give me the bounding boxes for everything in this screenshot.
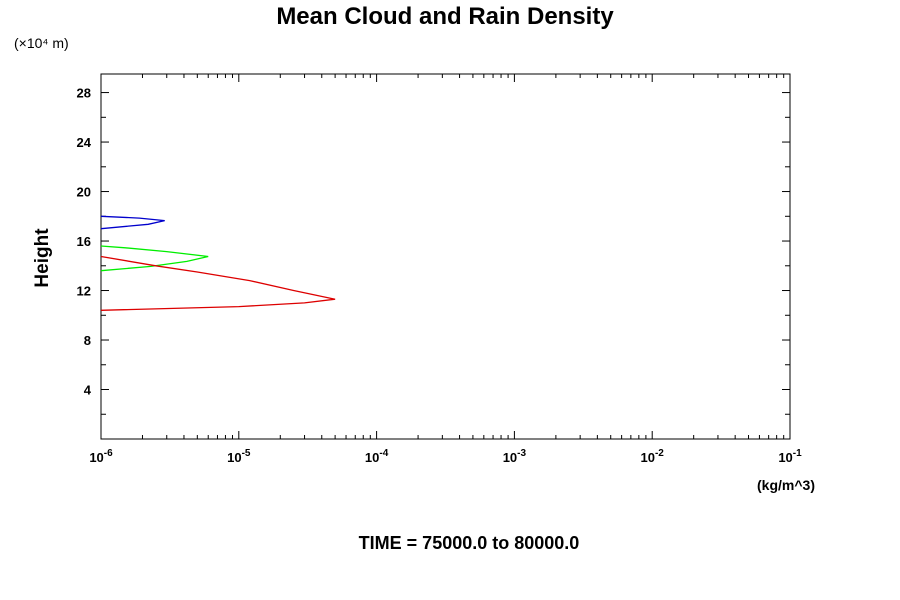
- x-tick-label-exponent: -5: [242, 448, 251, 459]
- y-tick-labels: 4 8 12 16 20 24 28: [77, 86, 92, 398]
- x-tick-label-base: 10: [641, 450, 655, 465]
- series-group: [100, 215, 336, 311]
- x-tick-labels: 10-6 10-5 10-4 10-3 10-2 10-1: [89, 448, 802, 465]
- x-tick-label-exponent: -4: [379, 448, 388, 459]
- y-tick-label: 4: [84, 383, 92, 398]
- x-tick-label-base: 10: [503, 450, 517, 465]
- x-tick-label: 10-6: [89, 448, 113, 465]
- x-tick-label: 10-4: [365, 448, 389, 465]
- x-tick-label: 10-1: [778, 448, 802, 465]
- x-tick-label-exponent: -1: [793, 448, 802, 459]
- y-tick-label: 12: [77, 284, 91, 299]
- y-tick-label: 16: [77, 234, 91, 249]
- x-tick-label-base: 10: [227, 450, 241, 465]
- x-tick-label-exponent: -3: [517, 448, 526, 459]
- y-tick-label: 28: [77, 86, 91, 101]
- x-tick-label-base: 10: [89, 450, 103, 465]
- x-tick-label-exponent: -2: [655, 448, 664, 459]
- series-line-2: [100, 245, 209, 272]
- series-line-1: [100, 215, 165, 230]
- x-tick-label-base: 10: [778, 450, 792, 465]
- y-tick-label: 8: [84, 333, 91, 348]
- y-tick-label: 24: [77, 135, 92, 150]
- y-axis-label: Height: [32, 228, 53, 288]
- x-tick-label: 10-2: [641, 448, 665, 465]
- x-tick-label-base: 10: [365, 450, 379, 465]
- x-axis-units: (kg/m^3): [757, 477, 815, 493]
- y-multiplier-label: (×10⁴ m): [14, 35, 69, 51]
- series-line-3: [100, 255, 336, 311]
- x-tick-label-exponent: -6: [104, 448, 113, 459]
- x-tick-label: 10-3: [503, 448, 527, 465]
- time-range-label: TIME = 75000.0 to 80000.0: [359, 533, 580, 553]
- chart-title: Mean Cloud and Rain Density: [276, 3, 614, 30]
- axis-ticks: [100, 74, 791, 439]
- y-tick-label: 20: [77, 185, 91, 200]
- x-tick-label: 10-5: [227, 448, 251, 465]
